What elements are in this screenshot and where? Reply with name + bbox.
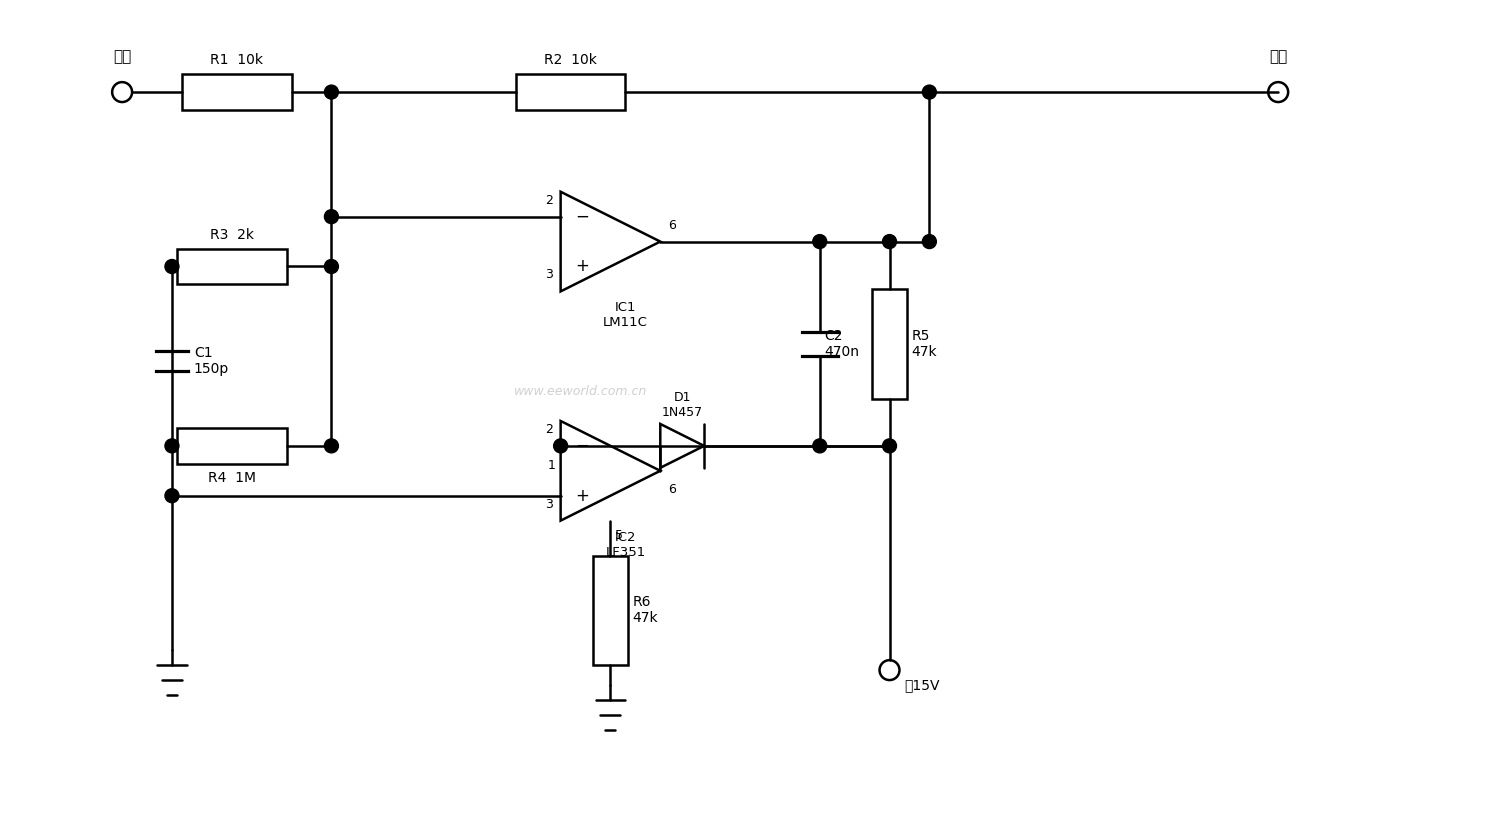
Bar <box>178 428 287 464</box>
Text: 5: 5 <box>615 529 624 542</box>
Text: R5
47k: R5 47k <box>911 328 938 359</box>
Text: C1
150p: C1 150p <box>194 346 228 376</box>
Text: 输出: 输出 <box>1269 49 1287 64</box>
Circle shape <box>812 235 827 249</box>
Text: R4  1M: R4 1M <box>208 470 255 484</box>
Text: 3: 3 <box>545 498 552 511</box>
Text: D1
1N457: D1 1N457 <box>661 391 703 419</box>
Text: R1  10k: R1 10k <box>211 53 263 67</box>
Bar <box>593 556 629 665</box>
Text: +: + <box>576 487 590 505</box>
Circle shape <box>923 85 936 99</box>
Circle shape <box>324 85 339 99</box>
Text: R6
47k: R6 47k <box>633 595 658 626</box>
Text: 2: 2 <box>545 423 552 436</box>
Bar <box>872 289 908 398</box>
Text: R2  10k: R2 10k <box>543 53 597 67</box>
Circle shape <box>923 235 936 249</box>
Bar <box>178 249 287 284</box>
Text: 2: 2 <box>545 194 552 207</box>
Text: 6: 6 <box>669 218 676 232</box>
Text: 6: 6 <box>669 483 676 496</box>
Text: −: − <box>576 437 590 455</box>
Text: IC1
LM11C: IC1 LM11C <box>603 301 648 329</box>
Circle shape <box>324 259 339 273</box>
Text: 1: 1 <box>548 459 555 472</box>
Text: 输入: 输入 <box>113 49 131 64</box>
Text: C2
470n: C2 470n <box>824 328 860 359</box>
Text: www.eeworld.com.cn: www.eeworld.com.cn <box>514 384 646 397</box>
Text: －15V: －15V <box>905 678 941 692</box>
Circle shape <box>324 209 339 223</box>
Text: IC2
LF351: IC2 LF351 <box>605 530 645 558</box>
Text: 3: 3 <box>545 268 552 282</box>
Circle shape <box>812 439 827 453</box>
Text: −: − <box>576 208 590 226</box>
Circle shape <box>324 439 339 453</box>
Circle shape <box>554 439 567 453</box>
Bar <box>182 74 291 110</box>
Text: +: + <box>576 258 590 276</box>
Circle shape <box>164 259 179 273</box>
Circle shape <box>882 439 896 453</box>
Bar <box>515 74 626 110</box>
Text: R3  2k: R3 2k <box>209 227 254 241</box>
Circle shape <box>164 488 179 502</box>
Circle shape <box>164 439 179 453</box>
Circle shape <box>882 235 896 249</box>
